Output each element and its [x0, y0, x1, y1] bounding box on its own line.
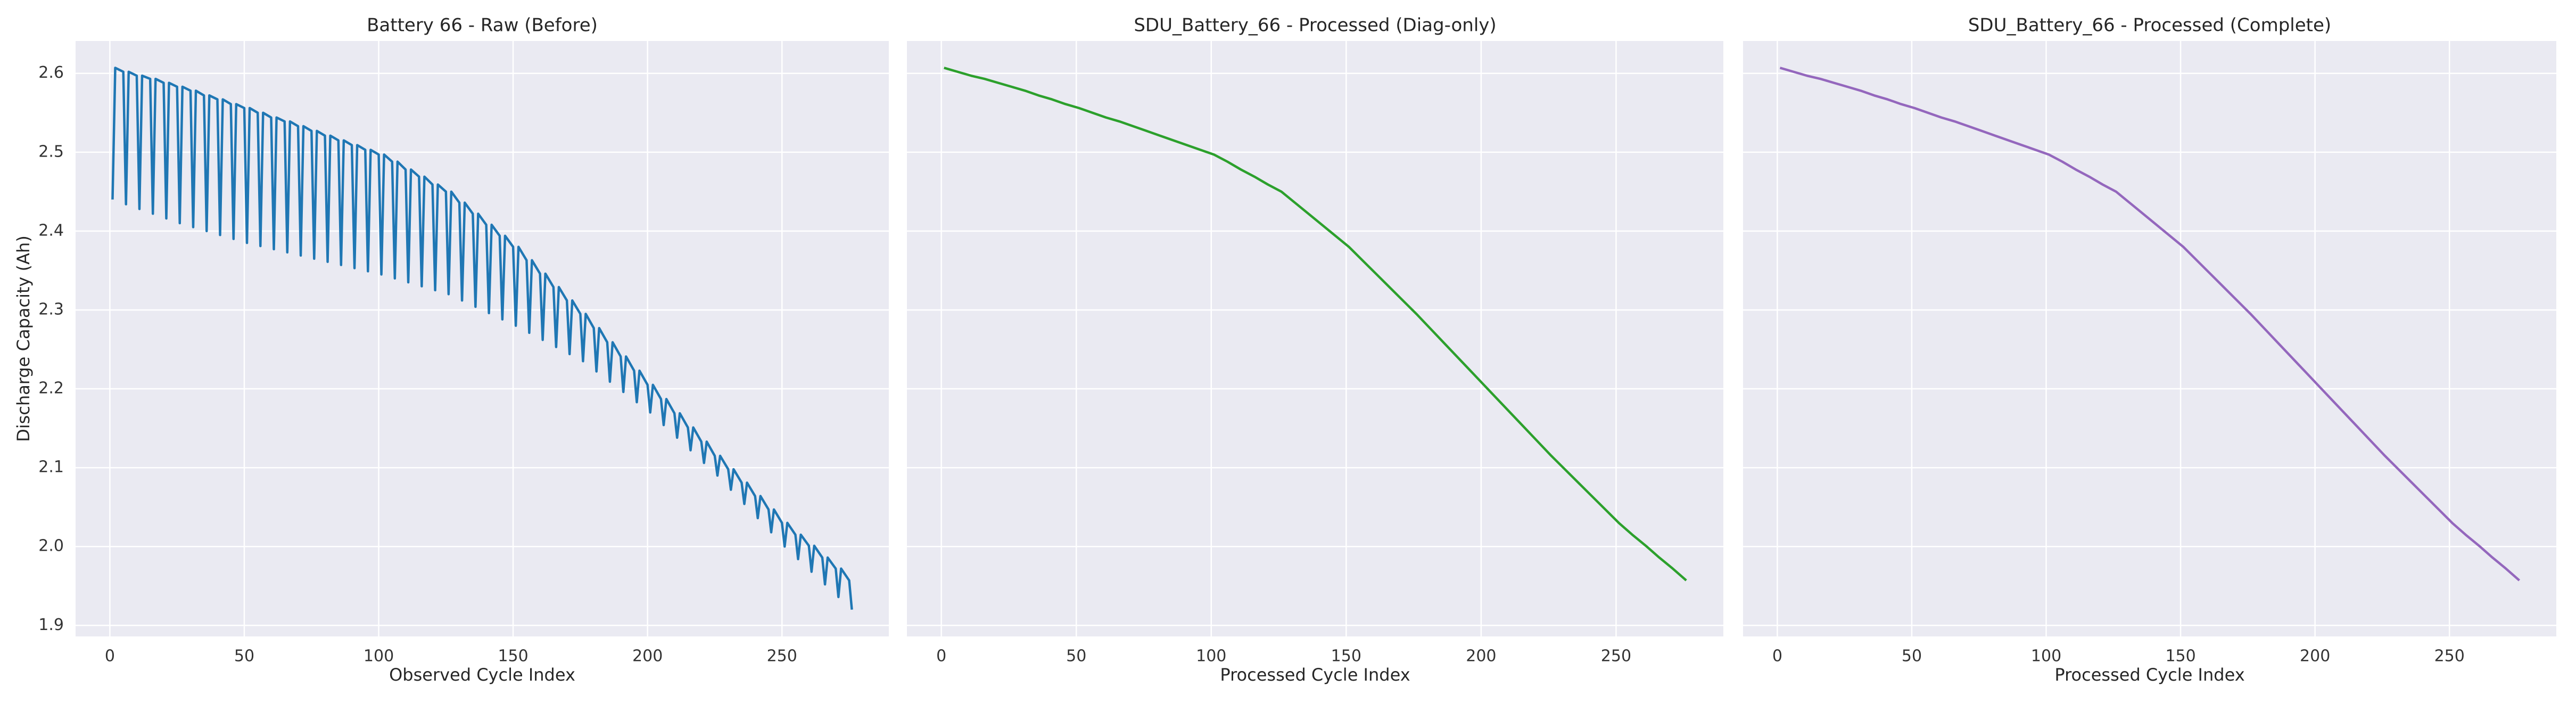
y-tick-label: 2.6 — [38, 63, 64, 82]
x-tick-label: 100 — [2031, 647, 2061, 666]
chart-title: SDU_Battery_66 - Processed (Complete) — [1968, 15, 2331, 36]
x-tick-label: 0 — [936, 647, 946, 666]
data-line — [944, 67, 1687, 582]
plot-background — [76, 41, 889, 636]
y-axis-label: Discharge Capacity (Ah) — [13, 235, 34, 442]
x-tick-label: 100 — [364, 647, 394, 666]
x-tick-label: 200 — [1466, 647, 1496, 666]
x-tick-label: 250 — [767, 647, 797, 666]
y-tick-label: 2.2 — [38, 379, 64, 398]
chart-title: Battery 66 - Raw (Before) — [367, 15, 598, 36]
x-tick-label: 150 — [1331, 647, 1361, 666]
x-tick-label: 200 — [2300, 647, 2330, 666]
data-line — [111, 67, 853, 610]
x-tick-label: 150 — [2165, 647, 2195, 666]
x-tick-label: 250 — [2434, 647, 2465, 666]
x-tick-label: 0 — [1772, 647, 1782, 666]
y-tick-label: 1.9 — [38, 616, 64, 634]
x-tick-label: 150 — [498, 647, 528, 666]
plot-background — [1743, 41, 2556, 636]
x-tick-label: 250 — [1601, 647, 1631, 666]
x-tick-label: 50 — [1902, 647, 1922, 666]
plot-background — [907, 41, 1723, 636]
y-tick-label: 2.5 — [38, 142, 64, 161]
x-tick-label: 0 — [105, 647, 115, 666]
x-tick-label: 200 — [632, 647, 663, 666]
x-axis-label: Processed Cycle Index — [2054, 665, 2244, 685]
x-tick-label: 100 — [1196, 647, 1226, 666]
data-line — [1779, 67, 2521, 582]
y-tick-label: 2.0 — [38, 537, 64, 555]
y-tick-label: 2.4 — [38, 221, 64, 240]
x-axis-label: Observed Cycle Index — [389, 665, 575, 685]
y-tick-label: 2.1 — [38, 458, 64, 477]
x-tick-label: 50 — [1066, 647, 1086, 666]
y-tick-label: 2.3 — [38, 300, 64, 318]
x-axis-label: Processed Cycle Index — [1220, 665, 1410, 685]
x-tick-label: 50 — [234, 647, 254, 666]
chart-title: SDU_Battery_66 - Processed (Diag-only) — [1134, 15, 1496, 36]
